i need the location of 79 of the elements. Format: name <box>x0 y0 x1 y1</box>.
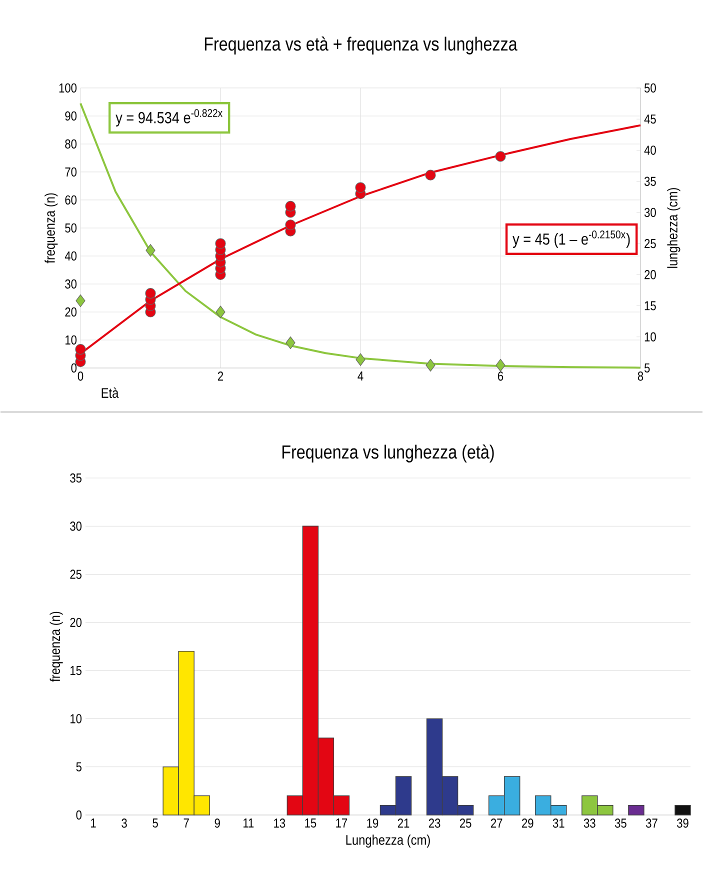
point <box>215 238 226 249</box>
y-axis-title: frequenza (n) <box>50 612 63 682</box>
y-tick-label: 50 <box>65 223 77 233</box>
x-tick-label: 35 <box>614 818 626 828</box>
y2-tick-label: 20 <box>644 270 656 280</box>
point <box>286 336 296 350</box>
x-tick-label: 9 <box>214 818 220 828</box>
y-tick-label: 25 <box>70 570 82 579</box>
x-tick-label: 33 <box>584 818 596 828</box>
x-tick-label: 37 <box>646 818 658 828</box>
point <box>426 358 436 372</box>
y-tick-label: 10 <box>70 714 82 724</box>
y2-tick-label: 25 <box>644 238 656 248</box>
x-tick-label: 21 <box>398 818 410 828</box>
x-tick-label: 29 <box>522 818 534 828</box>
x-tick-label: 31 <box>552 818 564 828</box>
chart-title: Frequenza vs lunghezza (età) <box>282 444 494 462</box>
x-tick-label: 39 <box>677 818 688 828</box>
x-tick-label: 23 <box>428 818 440 828</box>
point <box>356 353 366 366</box>
bar <box>674 805 691 816</box>
point <box>146 244 156 257</box>
x-tick-label: 19 <box>367 818 378 828</box>
y2-tick-label: 40 <box>644 146 656 155</box>
y-tick-label: 5 <box>76 762 82 772</box>
y2-tick-label: 30 <box>644 208 656 218</box>
point <box>216 306 226 318</box>
point <box>75 344 86 355</box>
y-tick-label: 80 <box>65 139 77 149</box>
bar <box>628 805 644 816</box>
x-tick-label: 1 <box>91 818 96 828</box>
y-tick-label: 15 <box>70 666 82 676</box>
y2-tick-label: 45 <box>644 114 656 124</box>
x-tick-label: 27 <box>491 818 502 828</box>
y-tick-label: 20 <box>70 618 82 628</box>
x-tick-label: 8 <box>638 372 644 381</box>
x-tick-label: 6 <box>498 372 504 381</box>
x-tick-label: 7 <box>184 818 189 828</box>
x-tick-label: 25 <box>460 818 472 828</box>
y2-tick-label: 50 <box>644 83 656 93</box>
point <box>355 182 366 193</box>
point <box>495 151 506 162</box>
point <box>76 294 86 308</box>
y-tick-label: 10 <box>66 335 77 345</box>
x-tick-label: 11 <box>244 818 254 828</box>
x-tick-label: 13 <box>274 818 286 828</box>
point <box>285 220 296 230</box>
x-tick-label: 3 <box>122 818 127 828</box>
x-tick-label: 5 <box>152 818 158 828</box>
y-tick-label: 0 <box>71 363 77 373</box>
y-tick-label: 30 <box>70 522 82 531</box>
y-axis-title: frequenza (n) <box>44 193 58 264</box>
chart-title: Frequenza vs età + frequenza vs lunghezza <box>204 36 518 54</box>
y-tick-label: 35 <box>70 473 82 483</box>
point <box>145 288 156 299</box>
y2-tick-label: 15 <box>644 301 656 310</box>
y2-axis-title: lunghezza (cm) <box>667 188 680 268</box>
y-tick-label: 0 <box>76 810 82 820</box>
point <box>425 170 436 180</box>
x-tick-label: 17 <box>336 818 348 828</box>
y2-tick-label: 5 <box>644 363 650 373</box>
y-tick-label: 30 <box>65 279 77 289</box>
y-tick-label: 20 <box>65 307 77 317</box>
x-tick-label: 2 <box>218 372 224 381</box>
x-axis-title: Età <box>102 388 119 398</box>
y2-tick-label: 10 <box>644 332 656 342</box>
y2-tick-label: 35 <box>644 176 656 186</box>
y-tick-label: 60 <box>65 195 77 205</box>
y-tick-label: 70 <box>65 167 77 177</box>
x-axis-title: Lunghezza (cm) <box>346 834 430 848</box>
x-tick-label: 4 <box>358 372 364 380</box>
point <box>496 358 506 372</box>
y-tick-label: 90 <box>65 111 77 121</box>
x-tick-label: 15 <box>305 818 316 828</box>
y-tick-label: 100 <box>59 83 77 93</box>
annotation: y = 94.534 e$^{-0.822x}$ <box>116 109 222 127</box>
point <box>285 200 296 212</box>
annotation: y = 45 (1 – e$^{-0.2150x}$) <box>512 230 630 248</box>
y-tick-label: 40 <box>64 251 77 261</box>
